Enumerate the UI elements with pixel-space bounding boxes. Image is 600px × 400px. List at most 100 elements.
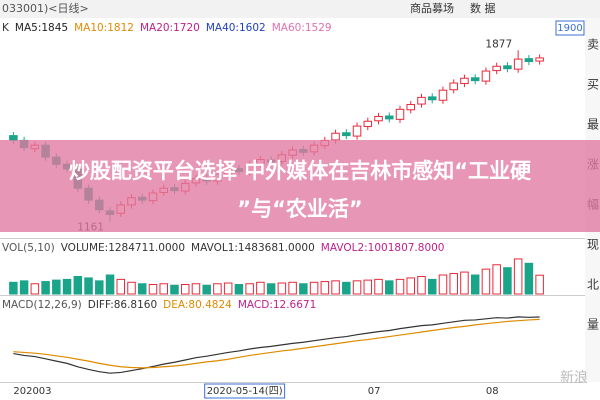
candle-body	[374, 115, 383, 122]
candle-body	[503, 65, 512, 70]
candle-body	[417, 96, 426, 105]
candle-body	[352, 125, 362, 137]
candle-body	[438, 89, 448, 101]
volume-bar	[320, 281, 330, 295]
volume-bar	[535, 274, 544, 295]
volume-bar	[9, 281, 18, 295]
volume-bar	[170, 284, 179, 295]
volume-bar	[148, 284, 158, 295]
volume-bar	[127, 281, 136, 295]
volume-bar	[41, 281, 50, 295]
volume-bar	[95, 280, 104, 295]
watermark: 新浪	[560, 370, 588, 386]
side-label[interactable]: 量	[587, 318, 599, 332]
candle-body	[406, 104, 416, 111]
volume-bar	[406, 277, 416, 295]
volume-bar	[492, 264, 501, 295]
legend-entry: MAVOL1:1483681.0000	[191, 242, 315, 254]
candle-body	[535, 57, 544, 62]
candle-body	[492, 65, 501, 72]
volume-bar	[234, 284, 244, 295]
volume-bar	[460, 271, 469, 295]
date-box	[204, 383, 286, 399]
volume-bar	[180, 284, 190, 295]
side-label[interactable]: 卖	[587, 38, 599, 52]
legend-entry: MA20:1720	[140, 22, 200, 34]
candle-body	[449, 82, 458, 91]
legend-entry: VOL(5,10)	[2, 242, 55, 254]
volume-bar	[374, 278, 383, 295]
macd-line	[13, 316, 540, 374]
volume-bar	[299, 283, 308, 295]
candle-body	[524, 58, 534, 63]
divider	[0, 382, 585, 383]
candle-body	[513, 58, 523, 70]
volume-bar	[395, 278, 405, 295]
legend-entry: MACD:12.6671	[238, 299, 316, 311]
price-annotation: 1877	[485, 38, 512, 50]
legend-entry: MA40:1602	[206, 22, 266, 34]
price-box	[555, 20, 585, 36]
x-label: 202003	[13, 386, 51, 397]
candle-body	[395, 108, 405, 120]
volume-bar	[524, 262, 534, 295]
volume-bar	[470, 274, 480, 295]
candle-body	[342, 132, 351, 137]
volume-bar	[352, 280, 362, 295]
volume-bar	[438, 274, 448, 295]
banner-title: 炒股配资平台选择 中外媒体在吉林市感知“工业硬	[69, 159, 532, 183]
candle-body	[385, 115, 394, 120]
candle-body	[427, 96, 437, 101]
volume-bar	[19, 280, 29, 295]
legend-entry: MA60:1529	[272, 22, 332, 34]
side-label[interactable]: 买	[587, 78, 599, 92]
volume-bar	[52, 279, 61, 295]
banner-title: ”与“农业活”	[237, 197, 362, 221]
volume-bar	[73, 275, 83, 295]
price-box-label: 1900	[557, 23, 582, 34]
volume-bar	[266, 283, 276, 295]
volume-bar	[449, 273, 458, 295]
candle-body	[9, 135, 18, 141]
legend-entry: MAVOL2:1001807.8000	[321, 242, 445, 254]
side-label[interactable]: 现	[587, 238, 599, 252]
x-label: 2020-05-14(四)	[207, 386, 283, 397]
volume-bar	[245, 283, 254, 295]
volume-bar	[385, 280, 394, 295]
legend-entry: DIFF:86.8160	[88, 299, 157, 311]
legend-entry: MA5:1845	[15, 22, 68, 34]
volume-bar	[191, 283, 201, 295]
candle-body	[363, 120, 373, 128]
volume-bar	[417, 275, 426, 295]
candle-body	[460, 77, 469, 85]
volume-bar	[331, 280, 340, 295]
volume-bar	[62, 278, 72, 295]
x-label: 08	[486, 386, 499, 397]
macd-line	[13, 318, 540, 369]
volume-bar	[513, 258, 523, 295]
volume-bar	[288, 281, 297, 295]
volume-bar	[481, 268, 491, 295]
tab[interactable]: 商品募场	[410, 1, 454, 15]
side-label[interactable]: 北	[587, 278, 599, 292]
volume-bar	[30, 283, 40, 295]
volume-bar	[84, 277, 93, 295]
candle-body	[470, 77, 480, 82]
volume-bar	[223, 282, 233, 295]
side-label[interactable]: 最	[587, 118, 599, 132]
volume-bar	[116, 278, 126, 295]
stock-code: 033001)<日线>	[2, 1, 89, 15]
legend-entry: MACD(12,26,9)	[2, 299, 82, 311]
volume-bar	[105, 274, 115, 295]
volume-bar	[309, 281, 319, 295]
legend-entry: MA10:1812	[74, 22, 134, 34]
legend-entry: DEA:80.4824	[163, 299, 232, 311]
volume-bar	[159, 283, 168, 295]
legend-entry: VOLUME:1284711.0000	[61, 242, 185, 254]
candle-body	[481, 70, 491, 82]
volume-bar	[277, 282, 287, 295]
volume-bar	[342, 281, 351, 295]
banner	[0, 140, 600, 232]
divider	[0, 295, 585, 296]
tab[interactable]: 数 据	[470, 1, 496, 15]
